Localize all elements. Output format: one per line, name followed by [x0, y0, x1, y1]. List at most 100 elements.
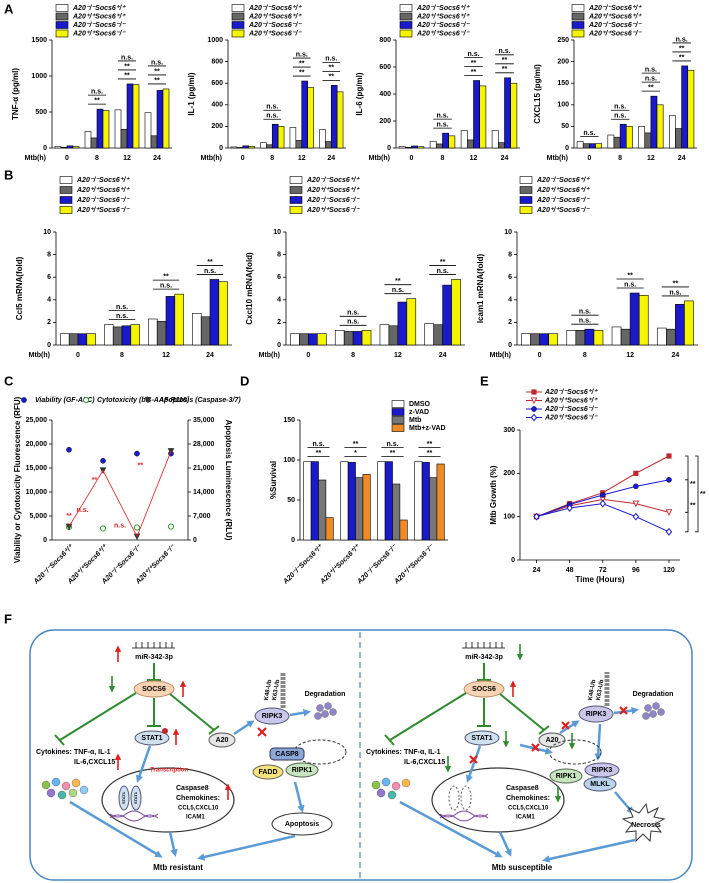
- bar: [156, 90, 164, 149]
- axis-title: Mtb(h): [259, 352, 280, 359]
- k48-label: K48-Ub: [264, 679, 274, 701]
- socs6: SOCS6: [472, 686, 496, 693]
- data-point: [633, 470, 639, 476]
- bar: [112, 326, 123, 346]
- legend-label: A20⁺/⁺Socs6⁻/⁻: [588, 30, 642, 37]
- legend-swatch: [55, 12, 69, 21]
- legend-swatch: [289, 186, 303, 194]
- x-tick-label: 24: [533, 567, 541, 574]
- significance-label: n.s.: [669, 289, 681, 296]
- bar: [473, 80, 480, 149]
- x-tick-label: 12: [162, 352, 170, 359]
- bar: [379, 324, 390, 346]
- dimer-outline: [460, 785, 472, 811]
- legend-swatch: [231, 21, 245, 29]
- y-tick-label: 6: [47, 274, 51, 281]
- bar: [424, 323, 434, 346]
- bar: [613, 136, 621, 149]
- outcome: Mtb susceptible: [492, 863, 553, 872]
- legend-swatch: [59, 206, 73, 214]
- x-tick-label: 8: [618, 155, 622, 162]
- significance-label: n.s.: [437, 268, 449, 275]
- dna: [439, 810, 489, 822]
- legend-swatch: [55, 4, 69, 12]
- legend-label: A20⁻/⁻Socs6⁺/⁺: [416, 5, 470, 12]
- bar: [593, 330, 604, 346]
- x-tick-label: 24: [206, 352, 214, 359]
- data-point: [632, 500, 640, 508]
- bar: [120, 128, 128, 149]
- significance-label: **: [138, 462, 144, 469]
- arrow: [542, 838, 636, 863]
- significance-label: n.s.: [614, 104, 626, 111]
- axis-title: %Survival: [269, 461, 278, 499]
- dimer-outline: [448, 785, 460, 811]
- legend-marker: [21, 397, 27, 403]
- significance-label: n.s.: [645, 67, 657, 74]
- stat1-node: [134, 730, 170, 746]
- bar: [271, 123, 279, 149]
- significance-label: *: [354, 450, 357, 457]
- significance-label: **: [207, 259, 213, 266]
- bar: [68, 333, 79, 346]
- bar: [384, 461, 393, 541]
- bar: [209, 279, 220, 346]
- bar: [429, 140, 437, 149]
- legend-swatch: [571, 29, 585, 38]
- y-tick-label: 0: [387, 145, 391, 152]
- necrosis-burst: [621, 802, 666, 843]
- diagram-frame: [29, 629, 693, 881]
- significance-bracket: [695, 455, 699, 533]
- legend-swatch: [399, 29, 413, 38]
- data-point: [65, 523, 73, 531]
- significance-label: n.s.: [204, 268, 216, 275]
- y-tick-label: 20,000: [26, 441, 48, 448]
- bar: [266, 144, 273, 149]
- death: Necrosis: [631, 822, 661, 829]
- y-tick-label: 100: [283, 457, 295, 464]
- significance-label: n.s.: [160, 282, 172, 289]
- bar: [340, 461, 349, 541]
- significance-label: **: [690, 481, 696, 488]
- bar: [150, 135, 158, 149]
- block-mark: [619, 706, 628, 715]
- bar: [318, 479, 327, 541]
- legend-label: Mtb: [409, 417, 421, 424]
- chemokines: Chemokines:: [176, 795, 220, 802]
- bar: [295, 140, 303, 149]
- cytokine-particles: [371, 777, 411, 800]
- axis-title: Mtb(h): [29, 352, 50, 359]
- y-tick-label: 2: [277, 319, 281, 326]
- significance-label: **: [299, 60, 305, 67]
- legend-swatch: [231, 29, 245, 38]
- legend-label: A20⁻/⁻Socs6⁻/⁻: [72, 22, 126, 29]
- legend-swatch: [519, 176, 533, 184]
- data-point: [599, 492, 606, 498]
- bar: [77, 333, 88, 346]
- y-tick-label: 28,000: [193, 441, 215, 448]
- k63-label: K63-Ub: [272, 679, 282, 701]
- legend-label: Viability (GF-AFC): [35, 397, 95, 404]
- panel-label: B: [4, 167, 13, 182]
- bar: [301, 80, 308, 149]
- y-tick-label: 1000: [31, 73, 47, 80]
- y-tick-label: 10: [273, 229, 281, 236]
- data-point: [100, 457, 106, 464]
- a20: A20: [216, 737, 229, 744]
- significance-label: **: [648, 85, 654, 92]
- y-tick-label: 0: [47, 342, 51, 349]
- y-tick-label: 800: [379, 37, 391, 44]
- degradation: Degradation: [305, 691, 346, 698]
- fadd-node: [252, 764, 284, 780]
- y-tick-label: 25,000: [26, 417, 48, 424]
- y-tick-label: 400: [379, 91, 391, 98]
- y-tick-label: 50: [287, 497, 295, 504]
- y-tick-label: 200: [211, 123, 223, 130]
- ripk1-node: [549, 768, 583, 784]
- bar: [352, 331, 363, 346]
- y-tick-label: 50: [561, 123, 569, 130]
- axis-title: IL-6 (pg/ml): [355, 72, 364, 115]
- casp8: CASP8: [275, 751, 298, 758]
- cytokines: Cytokines:: [36, 749, 72, 756]
- bar: [362, 474, 371, 541]
